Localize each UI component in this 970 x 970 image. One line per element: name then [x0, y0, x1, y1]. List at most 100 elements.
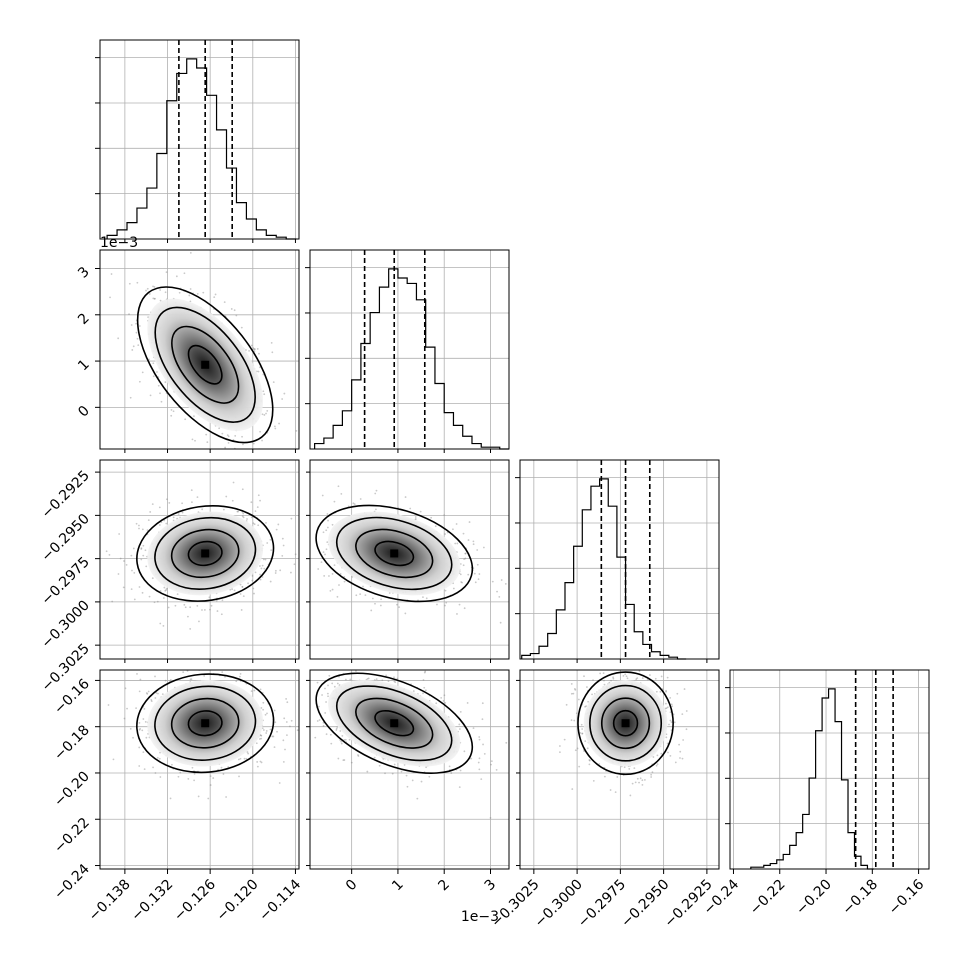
- scatter-point: [656, 763, 659, 766]
- scatter-point: [482, 743, 484, 746]
- scatter-point: [252, 522, 255, 525]
- scatter-point: [138, 380, 141, 383]
- scatter-point: [179, 771, 182, 774]
- scatter-point: [343, 580, 346, 583]
- scatter-point: [370, 609, 373, 612]
- scatter-point: [660, 752, 663, 755]
- scatter-point: [419, 510, 422, 513]
- scatter-point: [148, 595, 151, 598]
- scatter-point: [152, 766, 154, 769]
- scatter-point: [643, 779, 646, 781]
- scatter-point: [293, 563, 296, 566]
- scatter-point: [455, 523, 458, 525]
- scatter-point: [362, 585, 364, 588]
- scatter-point: [242, 443, 244, 446]
- scatter-point: [374, 492, 377, 495]
- scatter-point: [248, 349, 250, 352]
- scatter-point: [626, 677, 629, 680]
- scatter-point: [623, 766, 626, 769]
- scatter-point: [478, 757, 481, 760]
- scatter-point: [253, 592, 255, 595]
- contour-level-0: [187, 344, 223, 385]
- scatter-point: [220, 766, 223, 769]
- scatter-point: [496, 590, 498, 593]
- scatter-point: [252, 347, 255, 349]
- scatter-point: [480, 778, 483, 781]
- scatter-point: [135, 707, 137, 709]
- scatter-point: [322, 724, 325, 727]
- scatter-point: [135, 322, 137, 325]
- scatter-point: [296, 498, 298, 500]
- scatter-point: [404, 612, 407, 615]
- scatter-point: [231, 499, 234, 502]
- contour-level-3: [136, 673, 275, 774]
- scatter-point: [189, 606, 192, 609]
- scatter-point: [259, 573, 261, 576]
- hist-frame: [729, 669, 930, 870]
- scatter-point: [331, 523, 334, 526]
- scatter-point: [612, 676, 615, 679]
- scatter-point: [339, 730, 342, 732]
- scatter-point: [258, 738, 261, 740]
- scatter-point: [635, 668, 637, 670]
- scatter-point: [468, 521, 471, 523]
- scatter-point: [338, 660, 340, 662]
- scatter-point: [436, 603, 438, 606]
- scatter-point: [260, 707, 263, 709]
- scatter-point: [646, 678, 649, 681]
- scatter-point: [135, 331, 138, 334]
- scatter-point: [290, 717, 292, 719]
- scatter-point: [262, 729, 265, 731]
- histogram-step: [106, 58, 297, 240]
- scatter-point: [189, 300, 192, 303]
- scatter-point: [221, 671, 224, 674]
- scatter-point: [333, 564, 336, 567]
- scatter-point: [233, 309, 236, 312]
- scatter-point: [616, 776, 619, 778]
- scatter-point: [422, 679, 425, 681]
- scatter-point: [629, 655, 631, 657]
- scatter-point: [440, 696, 443, 699]
- scatter-point: [324, 553, 326, 556]
- scatter-point: [111, 600, 114, 603]
- scatter-point: [398, 606, 401, 609]
- scatter-point: [378, 764, 381, 767]
- scatter-point: [274, 569, 277, 572]
- x-tick-label-0-4: −0.114: [256, 876, 304, 924]
- scatter-point: [260, 567, 263, 570]
- scatter-point: [177, 775, 180, 778]
- contour-level-0: [187, 710, 223, 737]
- scatter-point: [243, 757, 246, 760]
- scatter-point: [152, 362, 155, 365]
- scatter-point: [592, 679, 594, 682]
- histogram-step: [314, 268, 509, 450]
- scatter-point: [379, 604, 382, 607]
- scatter-point: [138, 765, 141, 767]
- scatter-point: [164, 291, 167, 294]
- scatter-point: [146, 692, 149, 695]
- scatter-point: [613, 662, 615, 664]
- pair-panel-1-2: [296, 459, 510, 660]
- scatter-point: [303, 739, 305, 741]
- scatter-point: [490, 760, 493, 763]
- scatter-point: [256, 348, 259, 350]
- scatter-point: [279, 569, 282, 572]
- scatter-point: [282, 739, 285, 742]
- scatter-point: [254, 571, 257, 574]
- scatter-point: [216, 634, 218, 636]
- scatter-point: [478, 736, 481, 738]
- scatter-point: [156, 600, 159, 603]
- scatter-point: [326, 541, 329, 544]
- scatter-point: [163, 586, 166, 589]
- scatter-point: [170, 409, 173, 411]
- scatter-point: [563, 738, 566, 741]
- scatter-point: [158, 757, 161, 760]
- scatter-point: [252, 348, 255, 351]
- scatter-point: [448, 765, 451, 768]
- scatter-point: [591, 693, 593, 696]
- scatter-point: [474, 581, 477, 584]
- scatter-point: [142, 544, 145, 547]
- scatter-point: [651, 771, 654, 774]
- scatter-point: [138, 524, 140, 527]
- scatter-point: [639, 777, 642, 780]
